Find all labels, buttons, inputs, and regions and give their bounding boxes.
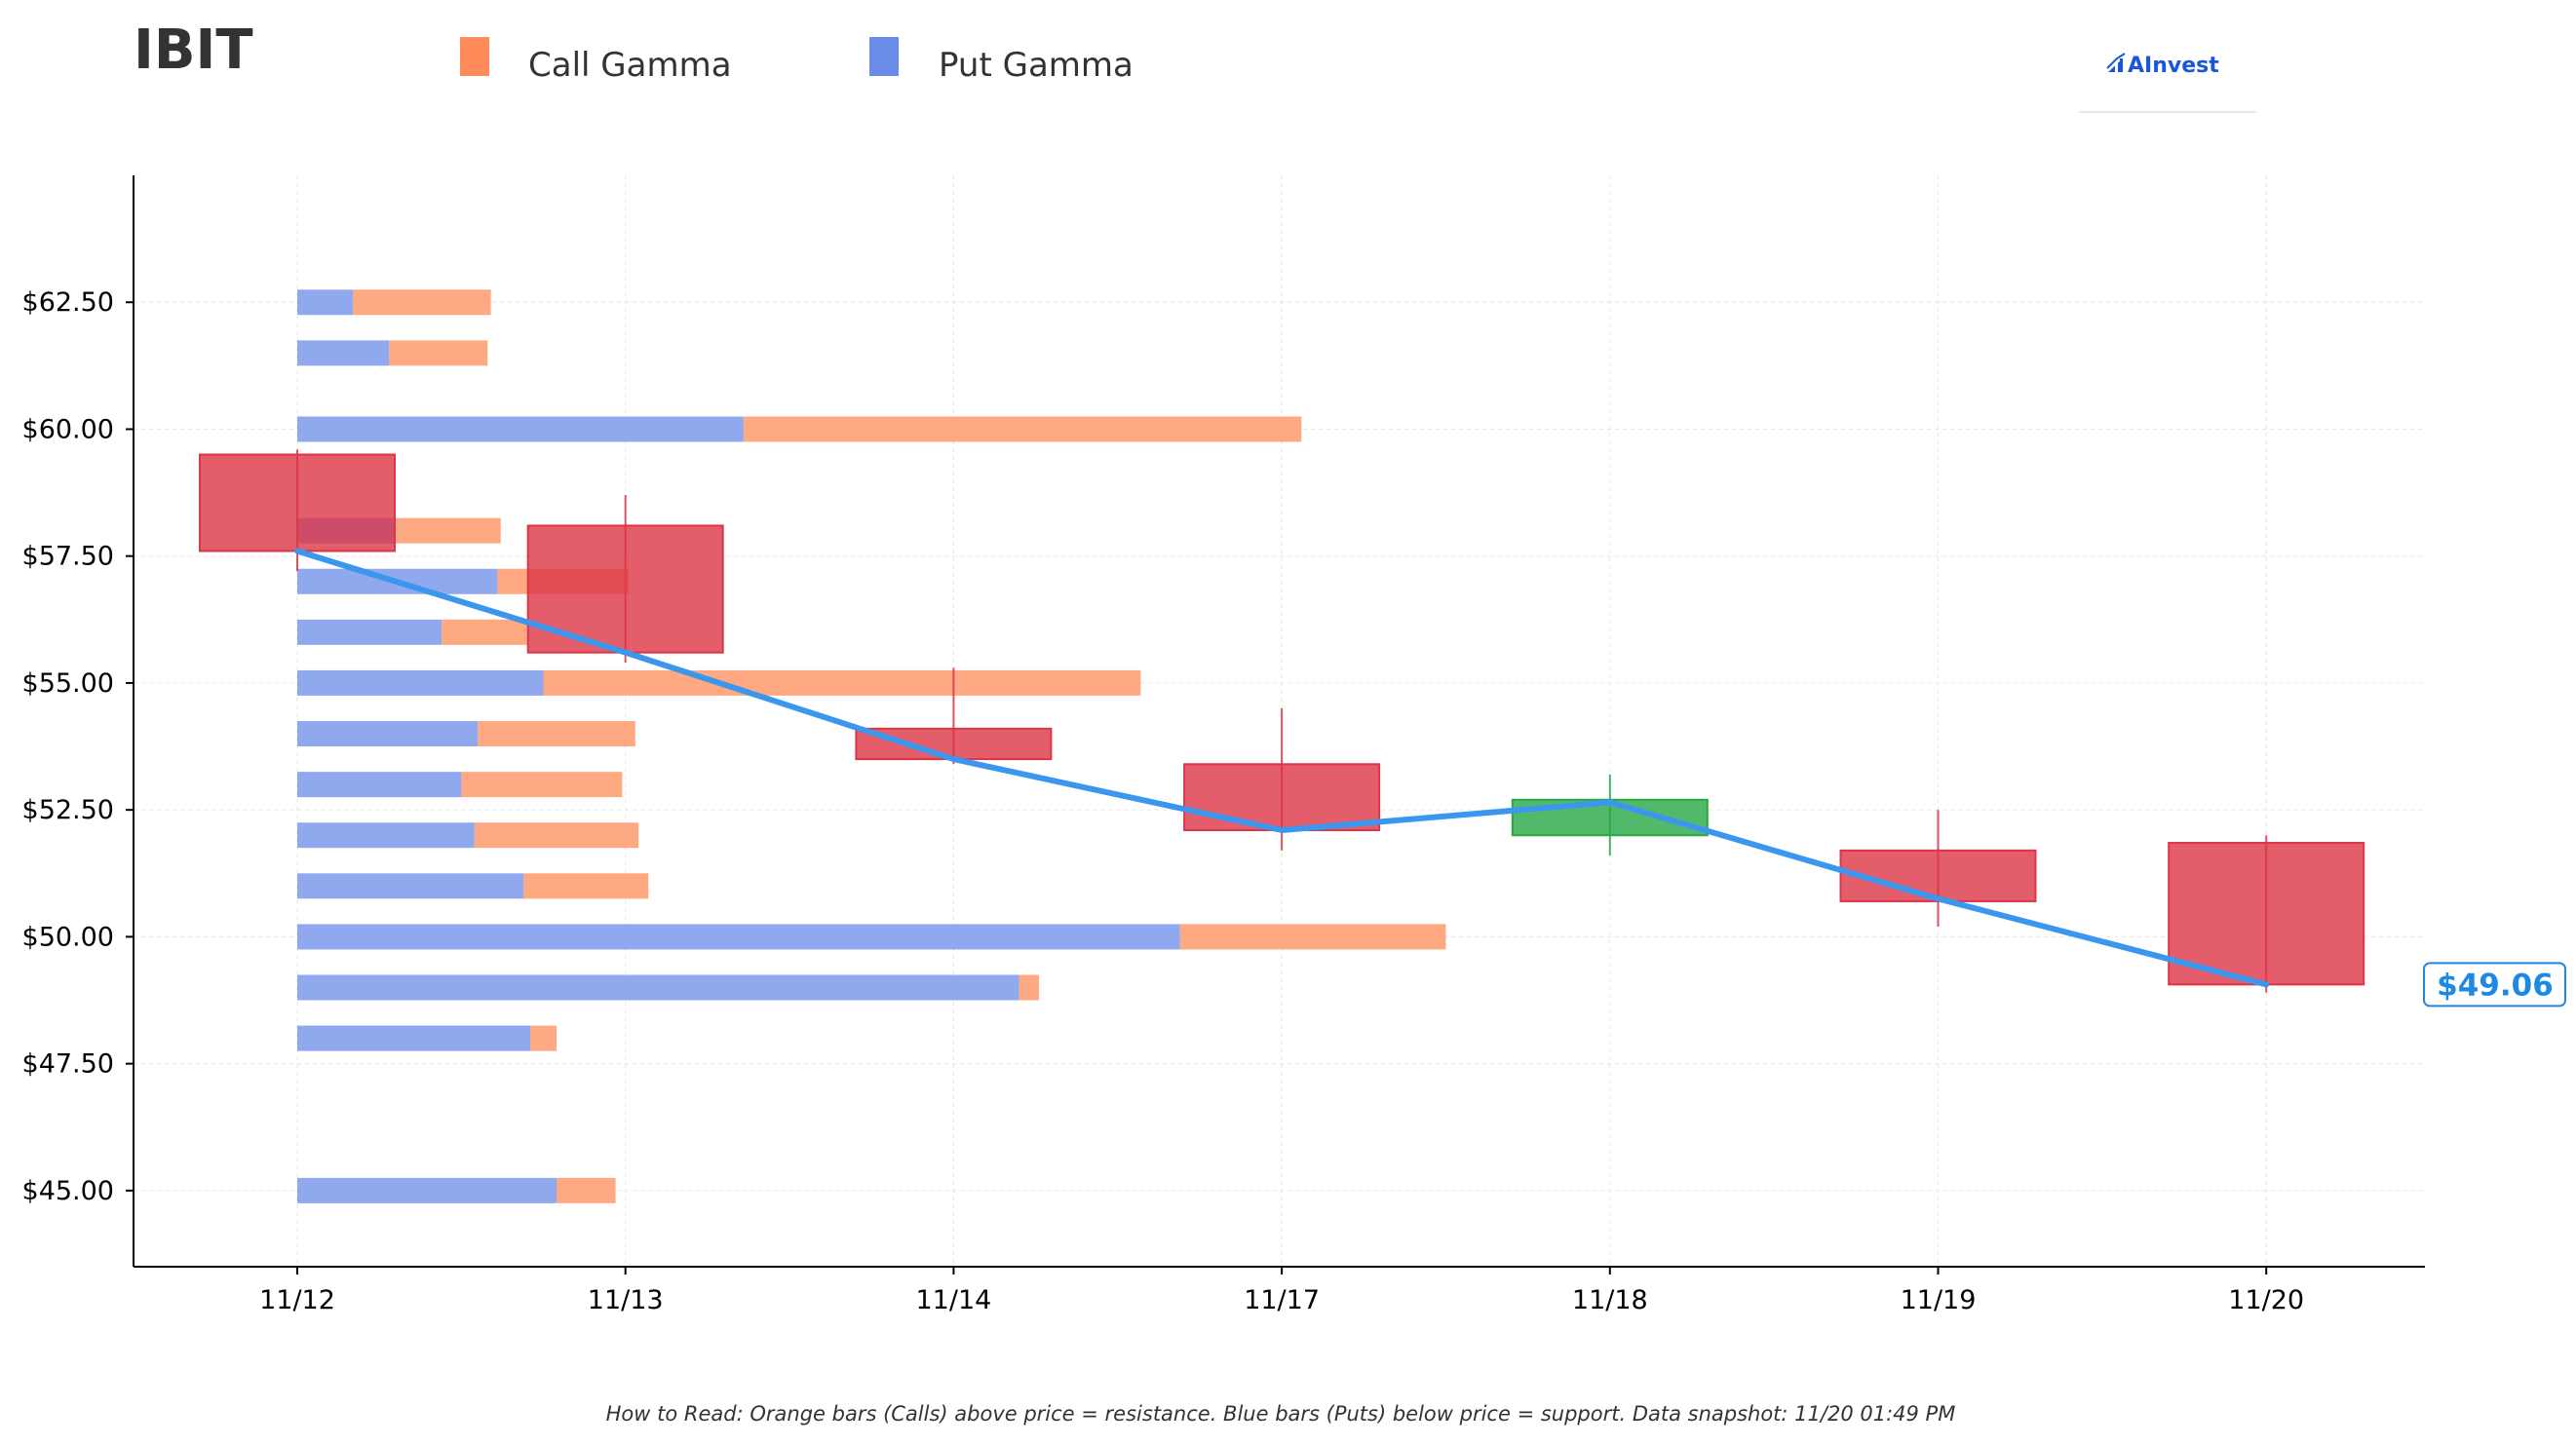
grid: [134, 175, 2425, 1267]
call-gamma-bar: [1179, 924, 1446, 950]
put-gamma-bar: [297, 822, 475, 849]
y-tick-label: $57.50: [22, 542, 114, 572]
y-tick-label: $60.00: [22, 414, 114, 444]
call-gamma-bar: [389, 340, 488, 366]
current-price-label: $49.06: [2437, 968, 2554, 1003]
x-tick-label: 11/18: [1572, 1285, 1648, 1315]
ainvest-logo: AInvest: [2079, 53, 2256, 113]
call-gamma-bar: [461, 772, 623, 798]
call-gamma-bar: [478, 721, 635, 747]
current-price-callout: $49.06: [2423, 962, 2566, 1008]
put-gamma-bar: [297, 340, 390, 366]
legend-put-label: Put Gamma: [939, 46, 1134, 85]
x-tick-label: 11/12: [259, 1285, 335, 1315]
put-gamma-bar: [297, 721, 479, 747]
chart-logo-icon: [2106, 53, 2126, 72]
put-gamma-bar: [297, 873, 524, 899]
x-tick-label: 11/20: [2228, 1285, 2304, 1315]
legend-call-swatch: [460, 37, 489, 76]
price-line-group: [294, 548, 2270, 988]
call-gamma-bar: [530, 1025, 557, 1051]
x-tick-label: 11/17: [1244, 1285, 1320, 1315]
candle-body: [855, 727, 1053, 761]
y-tick-label: $62.50: [22, 287, 114, 318]
x-tick-label: 11/19: [1901, 1285, 1977, 1315]
put-gamma-bar: [297, 669, 544, 696]
put-gamma-bar: [297, 1177, 557, 1203]
x-tick-label: 11/14: [915, 1285, 991, 1315]
current-price-box: [2423, 962, 2566, 1008]
call-gamma-bar: [1019, 974, 1039, 1001]
put-gamma-bar: [297, 416, 744, 442]
y-tick-label: $55.00: [22, 668, 114, 699]
footnote: How to Read: Orange bars (Calls) above p…: [606, 1402, 1956, 1426]
put-gamma-bar: [297, 974, 1019, 1001]
price-line: [294, 548, 2270, 988]
put-gamma-bar: [297, 772, 462, 798]
ticker-title: IBIT: [134, 19, 253, 82]
candle-body: [1839, 849, 2037, 902]
y-tick-label: $52.50: [22, 795, 114, 825]
call-gamma-bar: [523, 873, 649, 899]
put-gamma-bar: [297, 924, 1180, 950]
call-gamma-bar: [543, 669, 1141, 696]
call-gamma-bar: [556, 1177, 616, 1203]
call-gamma-bar: [743, 416, 1302, 442]
call-gamma-bar: [353, 289, 491, 316]
candle-body: [1183, 763, 1381, 831]
x-tick-label: 11/13: [588, 1285, 664, 1315]
candle-body: [2168, 842, 2365, 986]
candle-body: [199, 453, 396, 552]
put-gamma-bar: [297, 1025, 531, 1051]
call-gamma-bar: [474, 822, 639, 849]
axes: $45.00 $47.50 $50.00 $52.50 $55.00 $57.50 $60.…: [22, 175, 2425, 1315]
y-tick-label: $50.00: [22, 922, 114, 952]
y-tick-label: $45.00: [22, 1176, 114, 1206]
call-gamma-bar: [442, 619, 527, 645]
y-tick-label: $47.50: [22, 1049, 114, 1080]
legend: Call Gamma Put Gamma: [460, 37, 1134, 85]
logo-text: AInvest: [2128, 54, 2219, 78]
legend-put-swatch: [869, 37, 899, 76]
gamma-bars: [297, 289, 1446, 1203]
put-gamma-bar: [297, 619, 442, 645]
legend-call-label: Call Gamma: [528, 46, 732, 85]
put-gamma-bar: [297, 289, 354, 316]
call-gamma-bar: [396, 517, 501, 544]
